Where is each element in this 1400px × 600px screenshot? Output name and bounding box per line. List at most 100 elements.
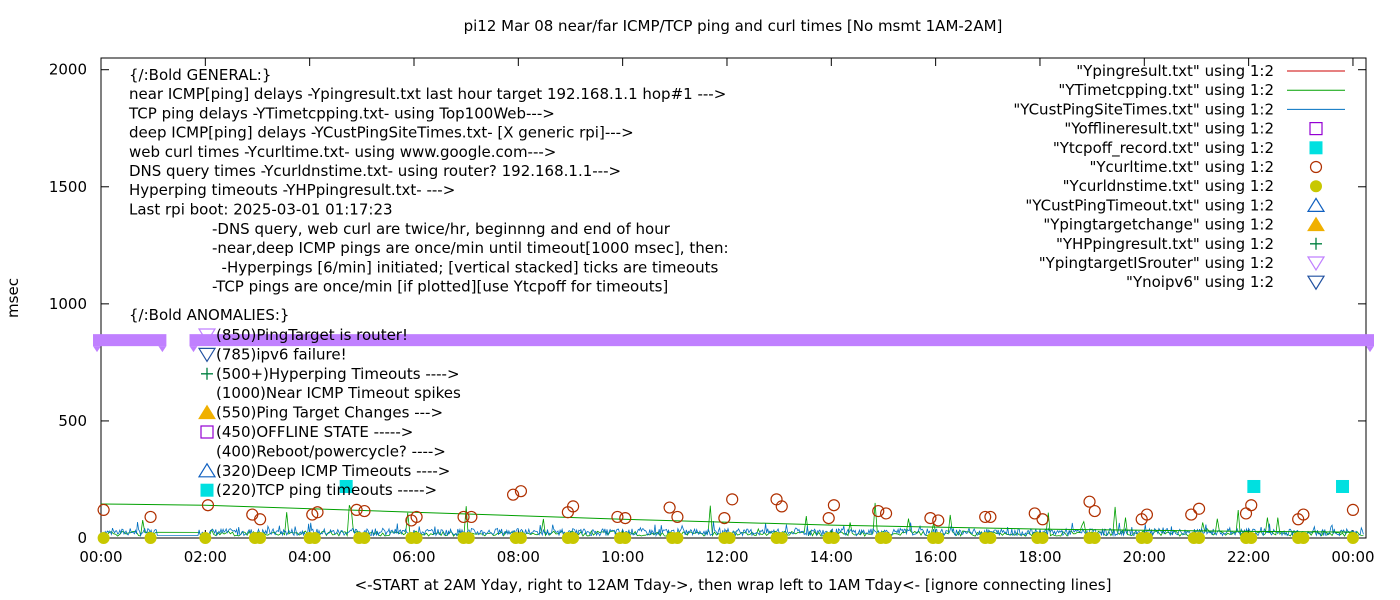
anomaly-line: (550)Ping Target Changes ---> [216,404,443,422]
dnstime-point [144,532,157,544]
curltime-point [1185,508,1198,521]
curltime-point [718,511,731,525]
curltime-point [770,493,783,506]
legend-swatch [1306,256,1326,272]
curltime-point [1192,502,1206,515]
curltime-point [1140,508,1154,521]
x-tick-label: 02:00 [184,548,227,566]
curltime-point [924,511,937,525]
curltime-point [879,507,893,520]
ping-noise-series [100,502,1364,538]
curltime-point [979,510,992,524]
curltime-point [726,493,739,506]
curltime-point [1036,513,1049,526]
dnstime-point [1297,532,1310,544]
curltime-point [663,501,676,514]
pingtarget-router-segment [93,334,167,347]
dnstime-point [1088,532,1101,544]
anomaly-symbol [197,347,217,363]
curltime-point [775,500,788,513]
general-annotation-line: near ICMP[ping] delays -Ypingresult.txt … [129,85,726,103]
curltime-point [465,510,478,524]
dnstime-point [462,532,475,544]
legend-swatch [1309,121,1323,136]
general-annotation-line: deep ICMP[ping] delays -YCustPingSiteTim… [129,124,634,142]
dnstime-point [723,532,736,544]
curltime-point [827,499,841,512]
legend-label: "YHPpingresult.txt" using 1:2 [1056,235,1274,253]
x-tick-label: 18:00 [1018,548,1061,566]
pingtarget-router-band [93,334,1375,353]
anomaly-symbol [200,483,214,497]
curltime-point [358,504,371,518]
curltime-point [671,510,684,524]
curltime-point [1088,504,1101,518]
anomaly-line: (850)PingTarget is router! [216,326,408,344]
dnstime-point [1193,532,1206,544]
general-annotation-line: DNS query times -Ycurldnstime.txt- using… [129,162,621,180]
curltime-point [410,510,423,524]
tcpoff-point [1336,479,1350,493]
dnstime-point [1245,532,1258,544]
curltime-point [97,503,110,517]
anomaly-line: (785)ipv6 failure! [216,345,347,363]
x-axis-label: <-START at 2AM Yday, right to 12AM Tday-… [355,576,1112,594]
general-annotation-line: Hyperping timeouts -YHPpingresult.txt- -… [129,181,455,199]
curltime-point [144,510,157,524]
pingtarget-router-cap [1366,346,1374,353]
curltime-point [254,513,267,526]
dnstime-point [932,532,945,544]
anomaly-line: (1000)Near ICMP Timeout spikes [216,384,461,402]
x-tick-label: 08:00 [497,548,540,566]
legend-swatch [1306,275,1326,291]
dnstime-point [254,532,267,544]
anomaly-line: (220)TCP ping timeouts -----> [216,481,437,499]
curltime-point [514,485,528,498]
curltime-point [932,514,945,527]
anomaly-line: (450)OFFLINE STATE -----> [216,423,413,441]
x-tick-label: 16:00 [914,548,957,566]
pingtarget-router-cap [93,346,101,353]
dnstime-point [775,532,788,544]
curltime-point [1346,503,1360,517]
dnstime-point [308,532,321,544]
legend: "Ypingresult.txt" using 1:2"YTimetcpping… [1013,62,1345,291]
dnstime-point [671,532,684,544]
dnstime-point [880,532,893,544]
curltime-point [566,500,580,513]
legend-label: "Yofflineresult.txt" using 1:2 [1064,120,1274,138]
notes-annotation-line: -TCP pings are once/min [if plotted][use… [212,278,668,296]
dnstime-point [984,532,997,544]
curltime-point [311,506,324,519]
x-tick-label: 14:00 [810,548,853,566]
curltime-point [611,510,624,524]
chart-title: pi12 Mar 08 near/far ICMP/TCP ping and c… [464,17,1003,35]
general-annotation-line: web curl times -Ycurltime.txt- using www… [129,143,556,161]
dnstime-point [567,532,580,544]
legend-label: "YCustPingTimeout.txt" using 1:2 [1025,196,1274,214]
curltime-point [1297,508,1310,521]
curltime-point [201,499,215,512]
pingtarget-router-segment [189,334,1375,347]
x-tick-label: 00:00 [1331,548,1374,566]
anomalies-annotations: {/:Bold ANOMALIES:} (850)PingTarget is ro… [129,306,461,499]
legend-swatch [1310,180,1322,193]
chart-markers [97,479,1360,544]
tcpoff-point [1247,479,1261,493]
dnstime-point [1036,532,1049,544]
anomaly-symbol [198,404,216,420]
y-tick-label: 1500 [49,178,87,196]
dnstime-point [358,532,371,544]
y-axis-label: msec [4,278,22,318]
curltime-point [872,504,885,518]
general-annotation-line: {/:Bold GENERAL:} [129,66,271,84]
x-tick-label: 00:00 [79,548,122,566]
y-tick-label: 500 [58,412,87,430]
legend-swatch [1306,197,1326,212]
legend-swatch [1309,160,1323,174]
x-tick-label: 04:00 [288,548,331,566]
x-tick-label: 12:00 [705,548,748,566]
anomaly-symbol [197,328,217,344]
curltime-point [457,510,470,524]
